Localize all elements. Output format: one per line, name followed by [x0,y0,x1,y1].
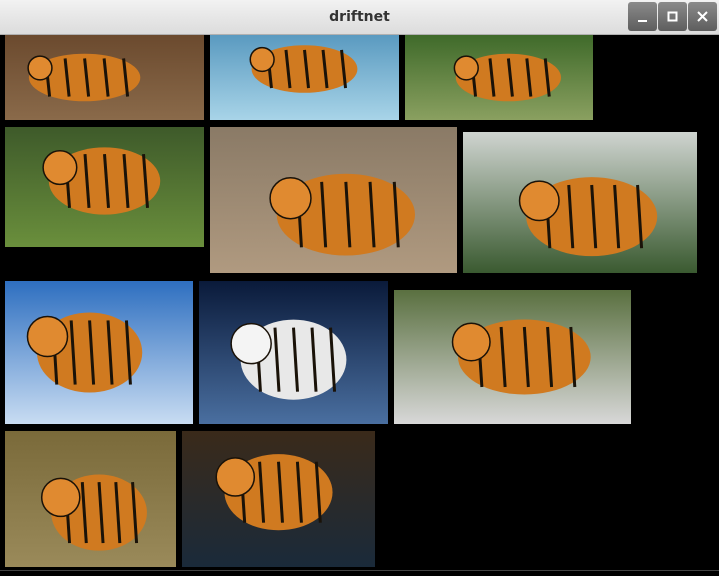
tiger-stripe [131,482,139,544]
tiger-head [26,315,69,358]
minimize-icon [638,20,647,22]
thumbnail [5,35,204,120]
thumbnail [394,290,631,424]
tiger-stripe [321,49,329,89]
tiger-stripe [97,482,105,544]
tiger-stripe [340,49,348,89]
tiger-stripe [344,181,352,248]
tiger-stripe [83,58,91,97]
tiger-stripe [590,184,598,249]
tiger-stripe [124,320,132,385]
tiger-stripe [310,327,318,392]
close-icon [697,11,708,22]
tiger-head [40,477,81,518]
thumbnail [210,35,399,120]
thumbnail [5,281,193,424]
tiger-head [451,322,491,362]
tiger-body [455,53,562,102]
window-title: driftnet [329,9,390,25]
window-controls [628,2,717,31]
tiger-stripe [522,326,530,388]
tiger-stripe [258,461,266,523]
tiger-stripe [102,58,110,97]
tiger-stripe [284,49,292,89]
tiger-stripe [392,181,400,248]
tiger-stripe [103,154,110,208]
tiger-stripe [499,326,507,388]
tiger-head [453,55,479,81]
tiger-head [269,177,312,220]
thumbnail [199,281,388,424]
thumbnail [5,127,204,247]
title-bar: driftnet [0,0,719,35]
tiger-stripe [636,184,644,249]
minimize-button[interactable] [628,2,657,31]
bottom-border [0,570,719,571]
thumbnail [210,127,457,273]
tiger-stripe [613,184,621,249]
thumbnail [5,431,176,567]
tiger-stripe [506,58,514,97]
maximize-icon [667,11,678,22]
tiger-stripe [80,482,88,544]
maximize-button[interactable] [658,2,687,31]
tiger-stripe [546,326,554,388]
thumbnail [182,431,375,567]
tiger-stripe [488,58,496,97]
tiger-head [518,180,560,222]
tiger-head [215,457,256,497]
tiger-stripe [69,320,77,385]
tiger-stripe [122,154,130,208]
tiger-body [457,319,591,395]
tiger-stripe [525,58,533,97]
tiger-stripe [295,461,303,523]
tiger-stripe [543,58,551,97]
tiger-stripe [303,49,310,89]
tiger-stripe [567,184,575,249]
tiger-stripe [368,181,376,248]
tiger-stripe [329,327,337,392]
tiger-head [27,55,53,81]
tiger-stripe [63,58,71,97]
tiger-stripe [106,320,114,385]
tiger-stripe [292,327,299,392]
tiger-stripe [273,327,281,392]
tiger-stripe [142,154,149,208]
tiger-head [249,46,275,73]
tiger-stripe [314,461,322,523]
tiger-stripe [114,482,122,544]
thumbnail [405,35,593,120]
tiger-head [230,322,272,365]
tiger-body [251,45,358,93]
tiger-stripe [277,461,284,523]
tiger-stripe [88,320,96,385]
tiger-stripe [83,154,91,208]
tiger-stripe [122,58,130,97]
tiger-stripe [320,181,328,248]
tiger-stripe [569,326,577,388]
thumbnail [463,132,697,273]
tiger-head [42,150,78,186]
tiger-body [28,53,141,102]
